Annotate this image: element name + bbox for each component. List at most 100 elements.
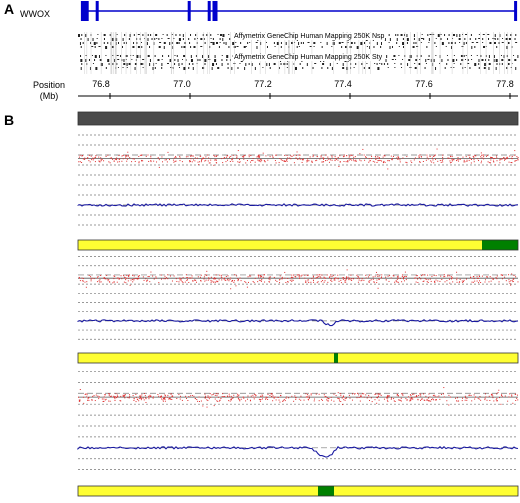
intensity-point <box>376 397 378 399</box>
intensity-point <box>489 399 491 401</box>
intensity-point <box>320 281 322 283</box>
probe-marker <box>424 67 426 69</box>
probe-marker <box>85 34 87 37</box>
intensity-point <box>202 405 204 407</box>
intensity-point <box>195 279 197 281</box>
intensity-point <box>426 398 428 400</box>
intensity-point <box>324 277 326 279</box>
intensity-point <box>291 280 293 282</box>
intensity-point <box>468 394 470 396</box>
intensity-point <box>213 164 215 166</box>
header-bar-segment <box>78 112 518 125</box>
intensity-point <box>506 156 508 158</box>
genotype-bar-border <box>77 485 519 497</box>
intensity-point <box>382 162 384 164</box>
intensity-point <box>127 275 129 277</box>
intensity-point <box>126 158 128 160</box>
probe-marker <box>136 38 138 40</box>
intensity-point <box>310 393 312 395</box>
intensity-point <box>272 395 274 397</box>
intensity-point <box>191 161 193 163</box>
probe-marker <box>176 55 178 57</box>
intensity-point <box>458 159 460 161</box>
intensity-point <box>409 394 411 396</box>
intensity-point <box>230 288 232 290</box>
intensity-point <box>174 160 176 162</box>
intensity-point <box>451 159 453 161</box>
intensity-point <box>340 394 342 396</box>
intensity-point <box>148 395 150 397</box>
intensity-point <box>330 159 332 161</box>
intensity-point <box>401 274 403 276</box>
probe-marker <box>414 63 416 64</box>
intensity-point <box>511 395 513 397</box>
probe-marker <box>507 42 510 44</box>
intensity-point <box>316 155 318 157</box>
intensity-point <box>387 400 389 402</box>
intensity-point <box>398 399 400 401</box>
intensity-point <box>387 160 389 162</box>
intensity-point <box>275 399 277 401</box>
intensity-point <box>449 160 451 162</box>
intensity-point <box>328 161 330 163</box>
intensity-point <box>115 393 117 395</box>
intensity-point <box>330 278 332 280</box>
intensity-point <box>211 280 213 282</box>
intensity-point <box>246 160 248 162</box>
intensity-point <box>403 276 405 278</box>
intensity-point <box>97 395 99 397</box>
intensity-point <box>230 399 232 401</box>
intensity-point <box>353 278 355 280</box>
intensity-point <box>285 282 287 284</box>
probe-marker <box>78 34 81 37</box>
intensity-point <box>125 155 127 157</box>
intensity-point <box>397 395 399 397</box>
intensity-point <box>78 156 80 158</box>
intensity-point <box>328 398 330 400</box>
intensity-point <box>194 279 196 281</box>
probe-marker <box>146 42 148 45</box>
intensity-point <box>192 280 194 282</box>
intensity-point <box>160 396 162 398</box>
intensity-point <box>135 396 137 398</box>
intensity-point <box>401 281 403 283</box>
probe-marker <box>429 34 432 35</box>
intensity-point <box>257 155 259 157</box>
intensity-point <box>479 395 481 397</box>
intensity-point <box>396 281 398 283</box>
intensity-point <box>254 161 256 163</box>
intensity-point <box>236 395 238 397</box>
intensity-point <box>492 279 494 281</box>
intensity-point <box>252 158 254 160</box>
axis-title-line1: Position <box>32 80 66 90</box>
intensity-point <box>138 162 140 164</box>
intensity-point <box>402 394 404 396</box>
probe-marker <box>154 38 156 40</box>
intensity-point <box>305 393 307 395</box>
intensity-point <box>387 168 389 170</box>
intensity-point <box>219 400 221 402</box>
intensity-point <box>508 279 510 281</box>
intensity-point <box>509 393 511 395</box>
probe-marker <box>298 46 300 47</box>
intensity-point <box>143 399 145 401</box>
probe-marker <box>123 59 125 62</box>
intensity-point <box>466 397 468 399</box>
intensity-point <box>306 159 308 161</box>
probe-marker <box>506 55 508 57</box>
probe-marker <box>446 55 448 56</box>
intensity-point <box>127 397 129 399</box>
probe-marker <box>503 55 505 58</box>
intensity-point <box>256 156 258 158</box>
intensity-point <box>480 162 482 164</box>
probe-marker <box>212 42 215 45</box>
probe-marker <box>415 42 417 44</box>
intensity-point <box>113 278 115 280</box>
intensity-point <box>443 396 445 398</box>
intensity-point <box>237 278 239 280</box>
probe-marker <box>388 42 390 43</box>
intensity-point <box>451 156 453 158</box>
probe-marker <box>189 42 191 44</box>
intensity-point <box>397 156 399 158</box>
